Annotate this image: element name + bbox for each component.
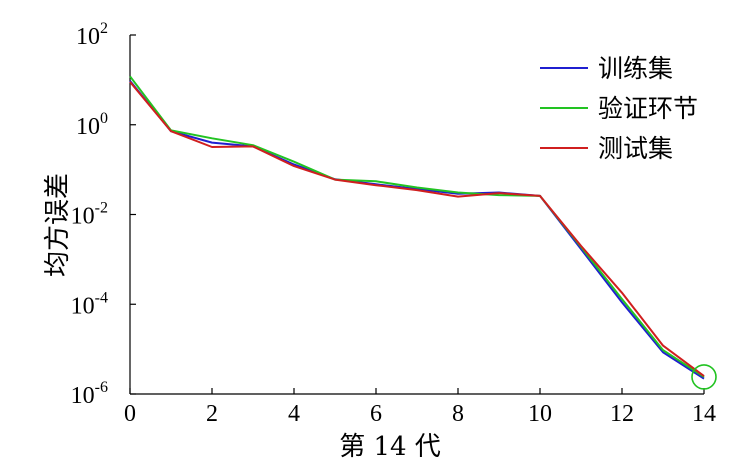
x-tick-label: 4 xyxy=(288,401,300,427)
x-tick-label: 10 xyxy=(528,401,552,427)
x-tick-label: 8 xyxy=(452,401,464,427)
series-layer xyxy=(129,75,705,380)
x-tick-label: 14 xyxy=(692,401,716,427)
x-tick-label: 0 xyxy=(124,401,136,427)
y-tick-label: 10-4 xyxy=(71,289,108,319)
series-line-1 xyxy=(129,80,705,380)
x-tick-label: 2 xyxy=(206,401,218,427)
y-tick-label: 102 xyxy=(76,20,108,50)
y-tick-label: 100 xyxy=(76,110,108,140)
axes: 0 2 4 6 8 10 12 14 102 100 10-2 10-4 10-6 xyxy=(71,20,716,427)
y-axis-title: 均方误差 xyxy=(43,173,73,277)
highlight-circle xyxy=(691,364,717,390)
series-line-2 xyxy=(129,75,705,378)
x-tick-label: 6 xyxy=(370,401,382,427)
annotation-layer xyxy=(691,364,717,390)
x-axis-title: 第 14 代 xyxy=(339,432,441,462)
legend-label-1: 训练集 xyxy=(598,54,673,83)
legend-label-3: 测试集 xyxy=(598,134,673,163)
series-line-3 xyxy=(129,81,705,377)
x-tick-label: 12 xyxy=(610,401,634,427)
y-tick-label: 10-6 xyxy=(71,379,108,409)
y-tick-label: 10-2 xyxy=(71,200,108,230)
legend-label-2: 验证环节 xyxy=(598,94,698,123)
